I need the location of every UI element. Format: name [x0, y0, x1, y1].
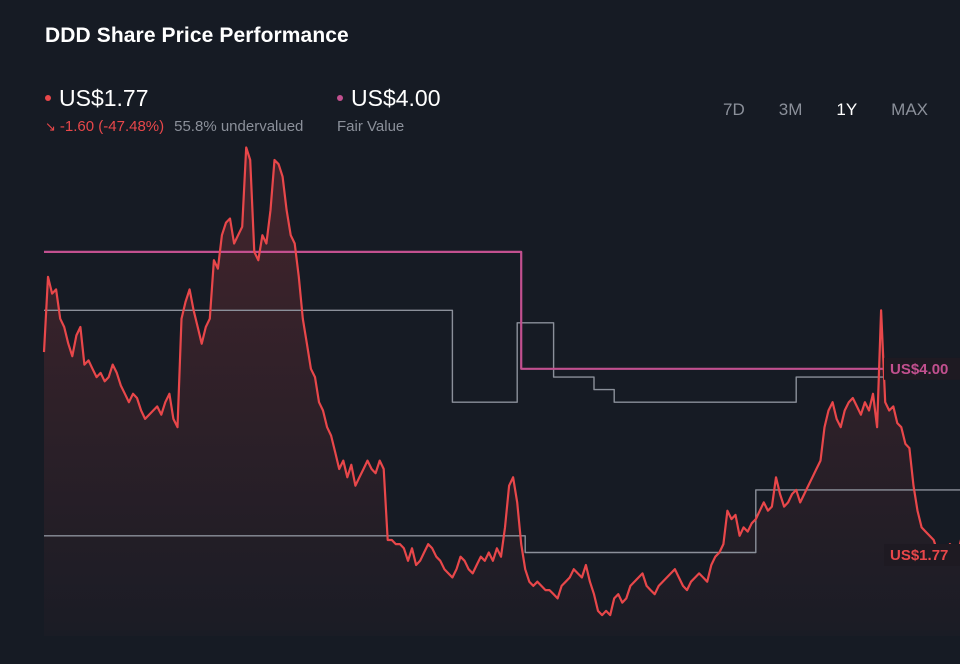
timeframe-1y-button[interactable]: 1Y	[836, 100, 858, 119]
tag-label: US$1.77	[890, 547, 948, 564]
fair-value-price: US$4.00	[351, 84, 441, 111]
price-change-text: -1.60 (-47.48%)	[59, 118, 165, 135]
price-tag: US$1.77	[884, 543, 960, 566]
fair-value-dot	[337, 95, 343, 101]
undervalued-note: 55.8% undervalued	[174, 118, 304, 135]
timeframe-selector: 7D 3M 1Y MAX	[703, 98, 942, 122]
fair-value-tag: US$4.00	[884, 357, 960, 380]
arrow-down-right-icon: ↘	[45, 118, 56, 134]
price-change: ↘ -1.60 (-47.48%)	[45, 118, 164, 135]
fair-value-block: US$4.00 Fair Value	[337, 84, 441, 135]
tag-background	[884, 543, 960, 566]
fair-value-label: Fair Value	[337, 118, 405, 135]
chart-title: DDD Share Price Performance	[45, 24, 349, 47]
price-dot	[45, 95, 51, 101]
timeframe-3m-button[interactable]: 3M	[778, 100, 803, 119]
timeframe-max-button[interactable]: MAX	[891, 100, 928, 119]
tag-label: US$4.00	[890, 361, 948, 378]
price-series-line	[42, 146, 960, 617]
price-area-fill	[44, 147, 960, 636]
current-price: US$1.77	[59, 84, 149, 111]
tag-background	[884, 357, 960, 380]
upper-range-line	[44, 309, 960, 403]
timeframe-7d-button[interactable]: 7D	[723, 100, 745, 119]
fair-value-series-line	[44, 250, 960, 370]
current-price-block: US$1.77 ↘ -1.60 (-47.48%) 55.8% underval…	[45, 84, 303, 135]
lower-range-line	[44, 489, 960, 554]
